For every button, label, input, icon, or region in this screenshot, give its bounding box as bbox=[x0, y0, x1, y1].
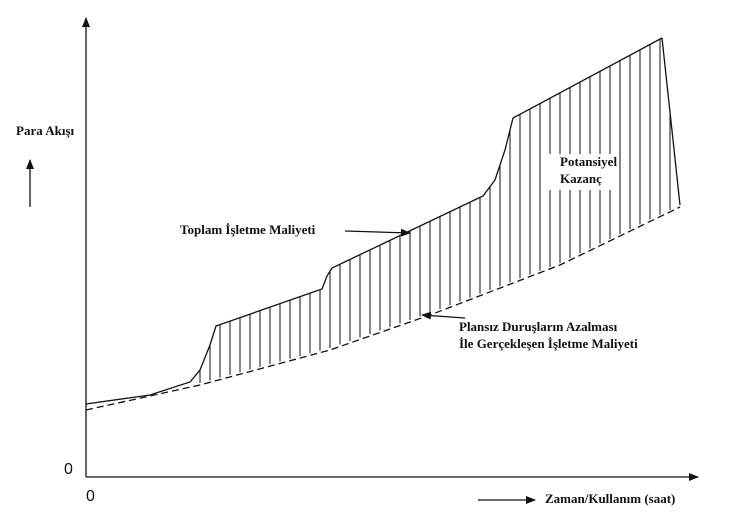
label-bg bbox=[548, 154, 616, 190]
annotation: İle Gerçekleşen İşletme Maliyeti bbox=[459, 336, 638, 351]
annotation-arrow bbox=[421, 311, 466, 320]
gain-edge bbox=[661, 37, 681, 206]
y-label: Para Akışı bbox=[16, 123, 75, 138]
annotation-arrow bbox=[344, 228, 411, 237]
x-label: Zaman/Kullanım (saat) bbox=[545, 491, 675, 506]
hatching bbox=[199, 39, 671, 383]
reduced-cost-curve bbox=[85, 206, 681, 411]
annotation: Kazanç bbox=[560, 171, 602, 186]
x-origin: 0 bbox=[86, 488, 95, 505]
annotation: Toplam İşletme Maliyeti bbox=[180, 222, 316, 237]
annotation: Potansiyel bbox=[560, 154, 617, 169]
total-cost-curve bbox=[85, 37, 663, 405]
annotation: Plansız Duruşların Azalması bbox=[459, 319, 618, 334]
y-origin: 0 bbox=[64, 461, 73, 478]
